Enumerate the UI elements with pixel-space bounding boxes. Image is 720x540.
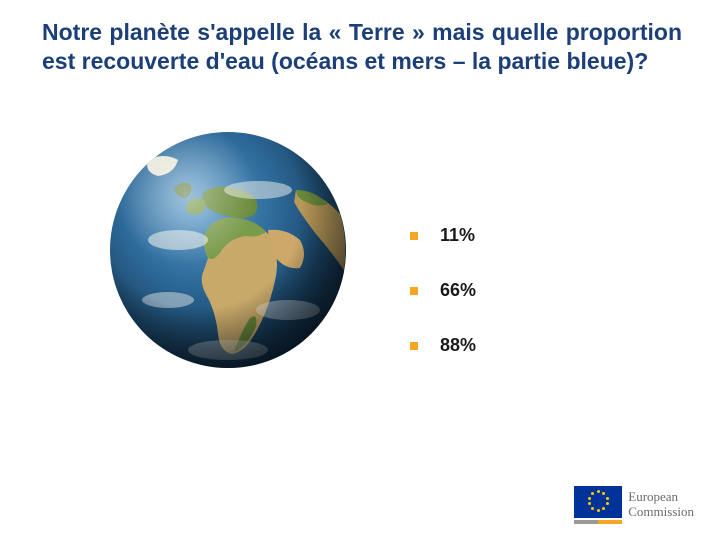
- answer-option: 11%: [410, 225, 476, 246]
- logo-line2: Commission: [628, 505, 694, 520]
- logo-underline-icon: [574, 520, 622, 524]
- earth-globe-image: [108, 130, 348, 370]
- answer-option: 88%: [410, 335, 476, 356]
- european-commission-logo: European Commission: [574, 486, 694, 524]
- answer-label: 66%: [440, 280, 476, 301]
- logo-text: European Commission: [628, 490, 694, 524]
- square-bullet-icon: [410, 232, 418, 240]
- answer-list: 11% 66% 88%: [410, 225, 476, 356]
- answer-label: 11%: [440, 225, 475, 246]
- answer-option: 66%: [410, 280, 476, 301]
- square-bullet-icon: [410, 287, 418, 295]
- eu-flag-icon: [574, 486, 622, 518]
- square-bullet-icon: [410, 342, 418, 350]
- logo-line1: European: [628, 490, 694, 505]
- question-title: Notre planète s'appelle la « Terre » mai…: [42, 18, 682, 76]
- answer-label: 88%: [440, 335, 476, 356]
